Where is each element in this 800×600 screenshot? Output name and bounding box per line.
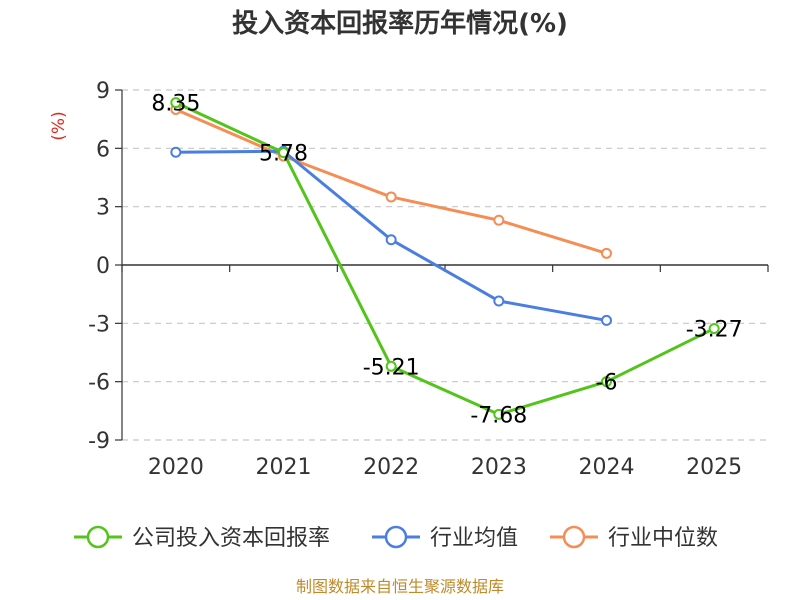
y-axis-unit-label: (%) xyxy=(49,111,69,140)
data-point xyxy=(385,360,397,372)
source-note: 制图数据来自恒生聚源数据库 xyxy=(296,577,504,596)
series-line xyxy=(175,101,715,416)
y-tick-label: 0 xyxy=(96,254,110,279)
data-label: -3.27 xyxy=(686,318,743,343)
data-point xyxy=(385,234,397,246)
series-group xyxy=(170,97,720,420)
y-tick-label: -6 xyxy=(88,371,110,396)
y-tick-label: -9 xyxy=(88,429,110,454)
data-label: -5.21 xyxy=(363,355,420,380)
chart-title: 投入资本回报率历年情况(%) xyxy=(232,8,568,39)
y-tick-label: 6 xyxy=(96,137,110,162)
data-label: -6 xyxy=(596,371,618,396)
data-point xyxy=(601,247,612,259)
x-tick-label: 2021 xyxy=(256,455,312,480)
x-tick-label: 2022 xyxy=(363,455,419,480)
data-label: 5.78 xyxy=(259,142,308,167)
legend-label: 公司投入资本回报率 xyxy=(132,526,330,551)
data-point xyxy=(385,191,397,203)
data-point xyxy=(493,408,505,420)
axes: 9 6 3 0 -3 -6 -9 2020 2021 2022 2023 2024 2025 xyxy=(88,79,769,480)
data-point xyxy=(170,97,182,109)
legend-marker xyxy=(86,525,110,549)
x-tick-label: 2024 xyxy=(579,455,635,480)
data-point xyxy=(708,323,720,335)
grid-lines xyxy=(122,89,768,441)
x-tick-label: 2023 xyxy=(471,455,527,480)
data-point xyxy=(278,147,289,159)
data-label: -7.68 xyxy=(470,403,527,428)
data-label: 8.35 xyxy=(151,92,200,117)
legend-label: 行业中位数 xyxy=(608,526,718,551)
x-tick-label: 2025 xyxy=(686,455,742,480)
legend-label: 行业均值 xyxy=(430,526,518,551)
y-tick-label: -3 xyxy=(88,312,110,337)
legend-marker xyxy=(562,525,586,549)
y-tick-label: 9 xyxy=(96,79,110,104)
y-tick-label: 3 xyxy=(96,196,110,221)
data-point xyxy=(493,295,505,307)
legend-marker xyxy=(384,525,408,549)
data-point xyxy=(601,376,612,388)
data-labels: 8.35 5.78 -5.21 -7.68 -6 -3.27 xyxy=(151,92,742,429)
data-point xyxy=(601,314,612,326)
legend: 公司投入资本回报率 行业均值 行业中位数 xyxy=(74,525,718,551)
x-tick-label: 2020 xyxy=(148,455,204,480)
data-point xyxy=(493,214,505,226)
data-point xyxy=(170,146,182,158)
